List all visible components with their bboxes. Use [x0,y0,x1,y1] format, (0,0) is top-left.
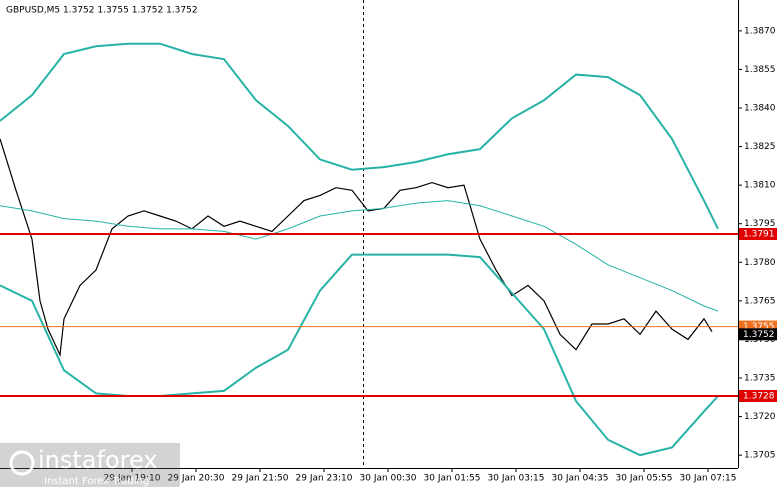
level-tag [739,328,777,341]
y-tick-label: 1.3720 [744,412,776,422]
y-tick-label: 1.3795 [744,219,776,229]
level-tag [739,390,777,402]
x-tick-label: 29 Jan 21:50 [232,474,289,484]
x-tick-label: 29 Jan 23:10 [296,474,353,484]
x-tick-label: 29 Jan 19:10 [104,474,161,484]
x-tick-label: 30 Jan 05:55 [616,474,673,484]
watermark-bg [0,443,180,487]
level-label: 1.3791 [743,230,775,240]
y-tick-label: 1.3705 [744,451,776,461]
y-tick-label: 1.3825 [744,142,776,152]
x-tick-label: 30 Jan 07:15 [680,474,737,484]
y-tick-label: 1.3870 [744,26,776,36]
watermark-logo [9,450,35,476]
level-label: 1.3728 [743,392,775,402]
watermark-subtext: Instant Forex Trading [44,476,149,487]
watermark: instaforex Instant Forex Trading [0,443,180,487]
band-line [0,200,719,312]
band-line [0,42,719,230]
price-line [0,138,713,358]
x-tick-label: 30 Jan 03:15 [488,474,545,484]
level-label: 1.3752 [743,330,775,340]
watermark-text: instaforex [38,446,158,474]
y-tick-label: 1.3765 [744,296,776,306]
y-tick-label: 1.3780 [744,258,776,268]
level-label: 1.3755 [743,322,775,332]
chart-title: GBPUSD,M5 1.3752 1.3755 1.3752 1.3752 [6,6,198,16]
y-tick-label: 1.3735 [744,374,776,384]
x-tick-label: 30 Jan 01:55 [424,474,481,484]
y-tick-label: 1.3810 [744,181,776,191]
level-tag [739,228,777,240]
x-tick-label: 30 Jan 04:35 [552,474,609,484]
y-tick-label: 1.3855 [744,65,776,75]
x-tick-label: 29 Jan 20:30 [168,474,225,484]
y-tick-label: 1.3840 [744,104,776,114]
x-tick-label: 30 Jan 00:30 [360,474,417,484]
